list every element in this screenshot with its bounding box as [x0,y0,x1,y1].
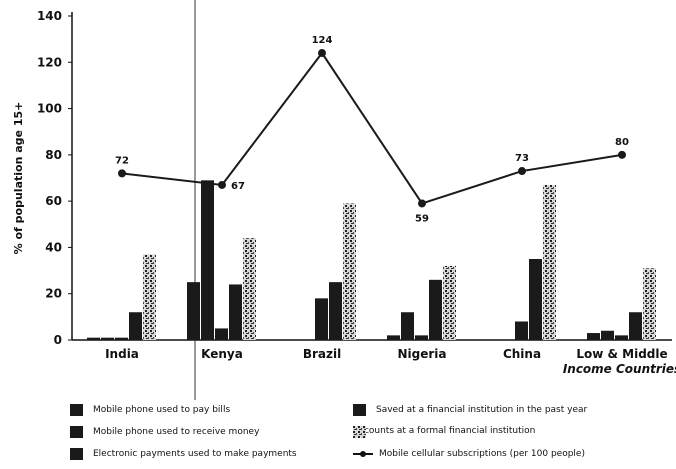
bar-0-1 [187,282,200,340]
legend-swatch-electronic-payments [70,448,83,460]
line-point-0 [118,169,126,177]
data-label-3: 59 [415,213,429,224]
bar-1-0 [101,338,114,340]
legend-label-saved: Saved at a financial institution in the … [376,405,587,415]
bar-2-4 [515,321,528,340]
line-series [118,49,626,207]
x-tick-label: Brazil [303,347,341,361]
bar-4-0 [143,254,156,340]
bar-1-3 [401,312,414,340]
legend-item-accounts: Accounts at a formal financial instituti… [353,426,535,436]
x-tick-label: India [105,347,139,361]
bar-3-1 [229,284,242,340]
legend-swatch-pay-bills [70,404,83,416]
x-tick-label: Low & Middle [576,347,667,361]
legend-swatch-mobile-subscriptions [353,448,373,460]
line-path-0 [122,53,622,203]
x-tick-label: Kenya [201,347,243,361]
legend-label-mobile-subscriptions: Mobile cellular subscriptions (per 100 p… [379,449,585,459]
line-point-5 [618,151,626,159]
bar-2-5 [615,335,628,340]
y-tick-label: 20 [45,287,62,301]
data-label-5: 80 [615,137,629,148]
bar-4-3 [443,266,456,340]
legend-item-electronic-payments: Electronic payments used to make payment… [70,448,297,460]
bar-4-1 [243,238,256,340]
legend-item-saved: Saved at a financial institution in the … [353,404,587,416]
bars [87,180,656,340]
bar-0-5 [587,333,600,340]
bar-3-2 [329,282,342,340]
bar-4-2 [343,203,356,340]
chart-svg: 0 20 40 60 80 100 120 140 % of population age 15… [0,0,676,400]
data-label-4: 73 [515,153,529,164]
legend-swatch-accounts [353,426,366,438]
line-point-2 [318,49,326,57]
x-tick-label: China [503,347,541,361]
y-tick-label: 60 [45,194,62,208]
data-label-0: 72 [115,155,129,166]
legend-item-receive-money: Mobile phone used to receive money [70,426,259,438]
y-tick-label: 120 [37,55,62,69]
y-tick-label: 140 [37,9,62,23]
y-tick-label: 40 [45,240,62,254]
y-tick-label: 0 [54,333,62,347]
line-point-3 [418,199,426,207]
bar-4-4 [543,185,556,340]
legend-label-accounts: Accounts at a formal financial instituti… [353,426,535,436]
bar-0-3 [387,335,400,340]
bar-2-2 [315,298,328,340]
legend-swatch-receive-money [70,426,83,438]
legend-swatch-saved [353,404,366,416]
legend-label-receive-money: Mobile phone used to receive money [93,427,259,437]
line-point-4 [518,167,526,175]
data-label-2: 124 [312,35,333,46]
legend-item-pay-bills: Mobile phone used to pay bills [70,404,230,416]
x-tick-label: Nigeria [397,347,446,361]
bar-2-1 [215,328,228,340]
x-tick-label: Income Countries [563,362,676,376]
bar-3-5 [629,312,642,340]
bar-1-1 [201,180,214,340]
y-tick-label: 80 [45,148,62,162]
bar-0-0 [87,338,100,340]
bar-3-3 [429,280,442,340]
line-point-1 [218,181,226,189]
bar-3-4 [529,259,542,340]
bar-1-5 [601,331,614,340]
data-label-1: 67 [231,181,245,192]
bar-3-0 [129,312,142,340]
legend: Mobile phone used to pay bills Mobile ph… [70,400,670,466]
legend-label-pay-bills: Mobile phone used to pay bills [93,405,230,415]
y-axis-title: % of population age 15+ [12,102,25,255]
legend-item-mobile-subscriptions: Mobile cellular subscriptions (per 100 p… [353,448,585,460]
bar-2-0 [115,338,128,340]
legend-label-electronic-payments: Electronic payments used to make payment… [93,449,297,459]
bar-4-5 [643,268,656,340]
bar-2-3 [415,335,428,340]
y-tick-label: 100 [37,102,62,116]
